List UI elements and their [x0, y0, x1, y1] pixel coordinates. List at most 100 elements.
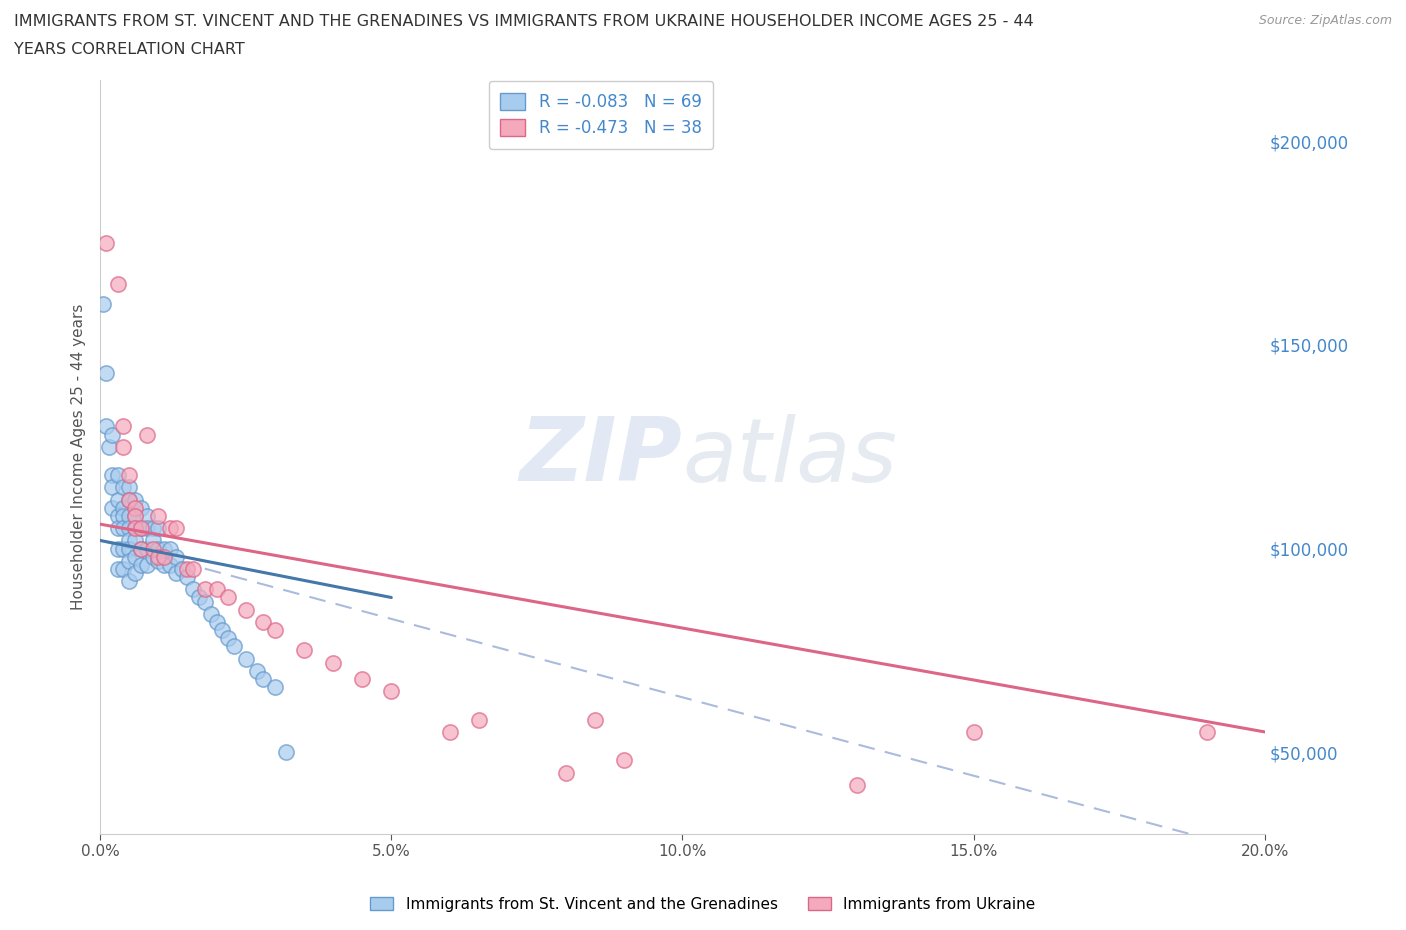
Point: [91, 297, 114, 312]
Point: [118, 574, 141, 589]
Point: [148, 521, 170, 536]
Point: [200, 606, 222, 621]
Point: [118, 541, 141, 556]
Point: [194, 582, 217, 597]
Point: [613, 753, 636, 768]
Point: [107, 468, 129, 483]
Point: [124, 500, 146, 515]
Point: [583, 712, 606, 727]
Text: atlas: atlas: [682, 414, 897, 500]
Point: [112, 480, 135, 495]
Point: [1195, 724, 1218, 739]
Legend: R = -0.083   N = 69, R = -0.473   N = 38: R = -0.083 N = 69, R = -0.473 N = 38: [489, 81, 713, 149]
Point: [141, 521, 163, 536]
Point: [153, 541, 176, 556]
Point: [107, 509, 129, 524]
Point: [124, 565, 146, 580]
Point: [181, 582, 204, 597]
Point: [217, 590, 239, 604]
Point: [176, 570, 198, 585]
Point: [439, 724, 461, 739]
Point: [100, 427, 122, 442]
Point: [322, 656, 344, 671]
Point: [263, 623, 285, 638]
Point: [205, 615, 228, 630]
Point: [124, 533, 146, 548]
Point: [94, 366, 117, 381]
Point: [124, 509, 146, 524]
Point: [188, 590, 211, 604]
Point: [118, 492, 141, 507]
Point: [211, 623, 233, 638]
Point: [124, 492, 146, 507]
Point: [165, 521, 187, 536]
Point: [118, 533, 141, 548]
Point: [135, 509, 157, 524]
Point: [100, 500, 122, 515]
Point: [129, 541, 152, 556]
Point: [467, 712, 489, 727]
Point: [292, 643, 315, 658]
Point: [107, 521, 129, 536]
Point: [118, 492, 141, 507]
Point: [112, 521, 135, 536]
Text: ZIP: ZIP: [520, 414, 682, 500]
Point: [846, 777, 869, 792]
Point: [352, 671, 374, 686]
Point: [153, 557, 176, 572]
Text: IMMIGRANTS FROM ST. VINCENT AND THE GRENADINES VS IMMIGRANTS FROM UKRAINE HOUSEH: IMMIGRANTS FROM ST. VINCENT AND THE GREN…: [14, 14, 1033, 29]
Y-axis label: Householder Income Ages 25 - 44 years: Householder Income Ages 25 - 44 years: [72, 304, 86, 610]
Point: [135, 427, 157, 442]
Point: [141, 541, 163, 556]
Point: [112, 541, 135, 556]
Point: [112, 509, 135, 524]
Point: [112, 418, 135, 433]
Point: [107, 541, 129, 556]
Text: YEARS CORRELATION CHART: YEARS CORRELATION CHART: [14, 42, 245, 57]
Point: [107, 492, 129, 507]
Point: [100, 480, 122, 495]
Point: [107, 562, 129, 577]
Point: [165, 565, 187, 580]
Point: [124, 521, 146, 536]
Point: [135, 557, 157, 572]
Point: [165, 550, 187, 565]
Point: [159, 521, 181, 536]
Point: [148, 550, 170, 565]
Point: [129, 521, 152, 536]
Point: [118, 553, 141, 568]
Point: [153, 550, 176, 565]
Point: [148, 553, 170, 568]
Point: [159, 541, 181, 556]
Point: [135, 521, 157, 536]
Point: [205, 582, 228, 597]
Point: [118, 521, 141, 536]
Point: [194, 594, 217, 609]
Point: [181, 562, 204, 577]
Point: [94, 235, 117, 250]
Legend: Immigrants from St. Vincent and the Grenadines, Immigrants from Ukraine: Immigrants from St. Vincent and the Gren…: [364, 890, 1042, 918]
Point: [235, 651, 257, 666]
Point: [112, 439, 135, 454]
Point: [124, 509, 146, 524]
Point: [380, 684, 402, 698]
Point: [159, 557, 181, 572]
Point: [252, 615, 274, 630]
Point: [118, 468, 141, 483]
Point: [555, 765, 578, 780]
Point: [129, 557, 152, 572]
Point: [148, 509, 170, 524]
Point: [129, 541, 152, 556]
Point: [252, 671, 274, 686]
Point: [124, 550, 146, 565]
Point: [112, 562, 135, 577]
Point: [246, 663, 269, 678]
Point: [112, 500, 135, 515]
Point: [100, 468, 122, 483]
Point: [141, 533, 163, 548]
Point: [118, 509, 141, 524]
Point: [97, 439, 120, 454]
Point: [124, 521, 146, 536]
Point: [129, 521, 152, 536]
Point: [129, 500, 152, 515]
